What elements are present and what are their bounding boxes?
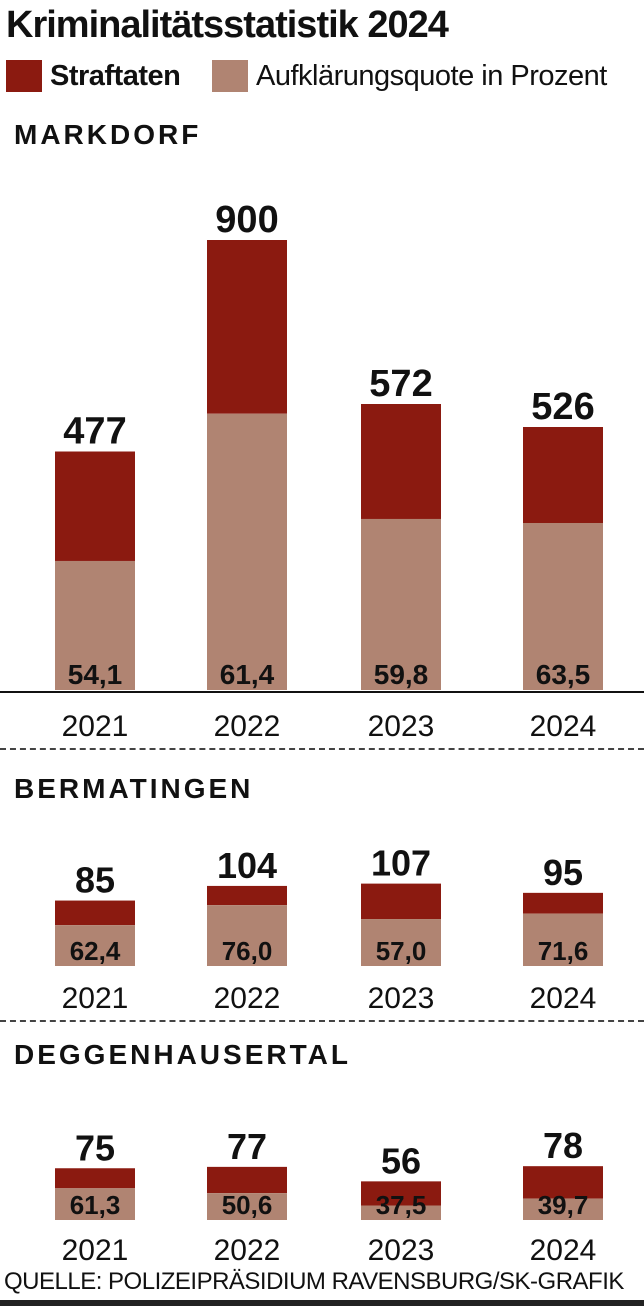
section-title-markdorf: MARKDORF <box>14 119 202 150</box>
bar-straftaten <box>361 404 441 519</box>
bar-straftaten <box>523 1166 603 1199</box>
value-label-aufklaerungsquote: 59,8 <box>374 659 429 690</box>
bottom-rule <box>0 1300 644 1306</box>
x-tick-label: 2024 <box>530 710 597 743</box>
bar-aufklaerungsquote <box>207 1193 287 1220</box>
bar-aufklaerungsquote <box>523 913 603 966</box>
bar-straftaten <box>361 883 441 920</box>
value-label-straftaten: 104 <box>217 845 277 886</box>
x-tick-label: 2024 <box>530 982 597 1015</box>
value-label-straftaten: 900 <box>215 199 278 241</box>
value-label-aufklaerungsquote: 57,0 <box>376 936 427 966</box>
value-label-aufklaerungsquote: 63,5 <box>536 659 591 690</box>
value-label-aufklaerungsquote: 50,6 <box>222 1190 273 1220</box>
value-label-straftaten: 75 <box>75 1127 115 1168</box>
legend-swatch-aufklaerungsquote <box>212 60 248 92</box>
value-label-aufklaerungsquote: 62,4 <box>70 936 121 966</box>
value-label-aufklaerungsquote: 37,5 <box>376 1190 427 1220</box>
bar-straftaten <box>55 451 135 561</box>
bar-aufklaerungsquote <box>523 522 603 690</box>
chart-bermatingen: 85 62,4 2021 104 76,0 2022 107 57,0 2023 95 71,6 20… <box>55 843 603 1015</box>
bar-straftaten <box>361 1181 441 1206</box>
value-label-straftaten: 78 <box>543 1125 583 1166</box>
bar-aufklaerungsquote <box>55 560 135 690</box>
x-tick-label: 2024 <box>530 1234 597 1267</box>
section-title-bermatingen: BERMATINGEN <box>14 773 254 804</box>
value-label-straftaten: 107 <box>371 843 431 884</box>
chart-title: Kriminalitätsstatistik 2024 <box>6 4 449 46</box>
bar-aufklaerungsquote <box>207 413 287 690</box>
value-label-aufklaerungsquote: 39,7 <box>538 1190 589 1220</box>
section-divider <box>0 748 644 750</box>
bar-aufklaerungsquote <box>361 518 441 690</box>
chart-deggenhausertal: 75 61,3 2021 77 50,6 2022 56 37,5 2023 78 39,7 2024 <box>55 1125 603 1267</box>
bar-straftaten <box>55 900 135 926</box>
x-tick-label: 2022 <box>214 1234 281 1267</box>
value-label-straftaten: 56 <box>381 1140 421 1181</box>
value-label-straftaten: 77 <box>227 1126 267 1167</box>
value-label-straftaten: 526 <box>531 386 594 428</box>
bar-aufklaerungsquote <box>523 1198 603 1220</box>
value-label-aufklaerungsquote: 76,0 <box>222 936 273 966</box>
legend-swatch-straftaten <box>6 60 42 92</box>
chart-markdorf: 477 54,1 2021 900 61,4 2022 572 59,8 2023 526 63,5… <box>0 199 644 743</box>
bar-aufklaerungsquote <box>207 905 287 966</box>
bar-aufklaerungsquote <box>55 1188 135 1220</box>
bar-aufklaerungsquote <box>55 925 135 966</box>
value-label-aufklaerungsquote: 61,4 <box>220 659 275 690</box>
bar-straftaten <box>523 892 603 914</box>
x-tick-label: 2023 <box>368 1234 435 1267</box>
bar-aufklaerungsquote <box>361 919 441 966</box>
bar-straftaten <box>55 1168 135 1189</box>
legend-label-straftaten: Straftaten <box>50 60 181 92</box>
x-tick-label: 2022 <box>214 710 281 743</box>
x-tick-label: 2023 <box>368 710 435 743</box>
source-note: QUELLE: POLIZEIPRÄSIDIUM RAVENSBURG/SK-G… <box>4 1268 624 1295</box>
x-tick-label: 2021 <box>62 710 129 743</box>
value-label-straftaten: 572 <box>369 363 432 405</box>
bar-straftaten <box>207 1166 287 1194</box>
bar-straftaten <box>523 427 603 523</box>
value-label-aufklaerungsquote: 61,3 <box>70 1190 121 1220</box>
bar-aufklaerungsquote <box>361 1205 441 1220</box>
bar-straftaten <box>207 240 287 414</box>
x-tick-label: 2023 <box>368 982 435 1015</box>
value-label-straftaten: 95 <box>543 852 583 893</box>
value-label-straftaten: 85 <box>75 860 115 901</box>
value-label-aufklaerungsquote: 71,6 <box>538 936 589 966</box>
x-tick-label: 2021 <box>62 1234 129 1267</box>
section-divider <box>0 1020 644 1022</box>
section-title-deggenhausertal: DEGGENHAUSERTAL <box>14 1039 351 1070</box>
x-tick-label: 2022 <box>214 982 281 1015</box>
value-label-straftaten: 477 <box>63 411 126 453</box>
legend-label-aufklaerungsquote: Aufklärungsquote in Prozent <box>256 60 607 92</box>
legend: Straftaten Aufklärungsquote in Prozent <box>6 56 638 96</box>
x-tick-label: 2021 <box>62 982 129 1015</box>
bar-straftaten <box>207 885 287 906</box>
value-label-aufklaerungsquote: 54,1 <box>68 659 123 690</box>
